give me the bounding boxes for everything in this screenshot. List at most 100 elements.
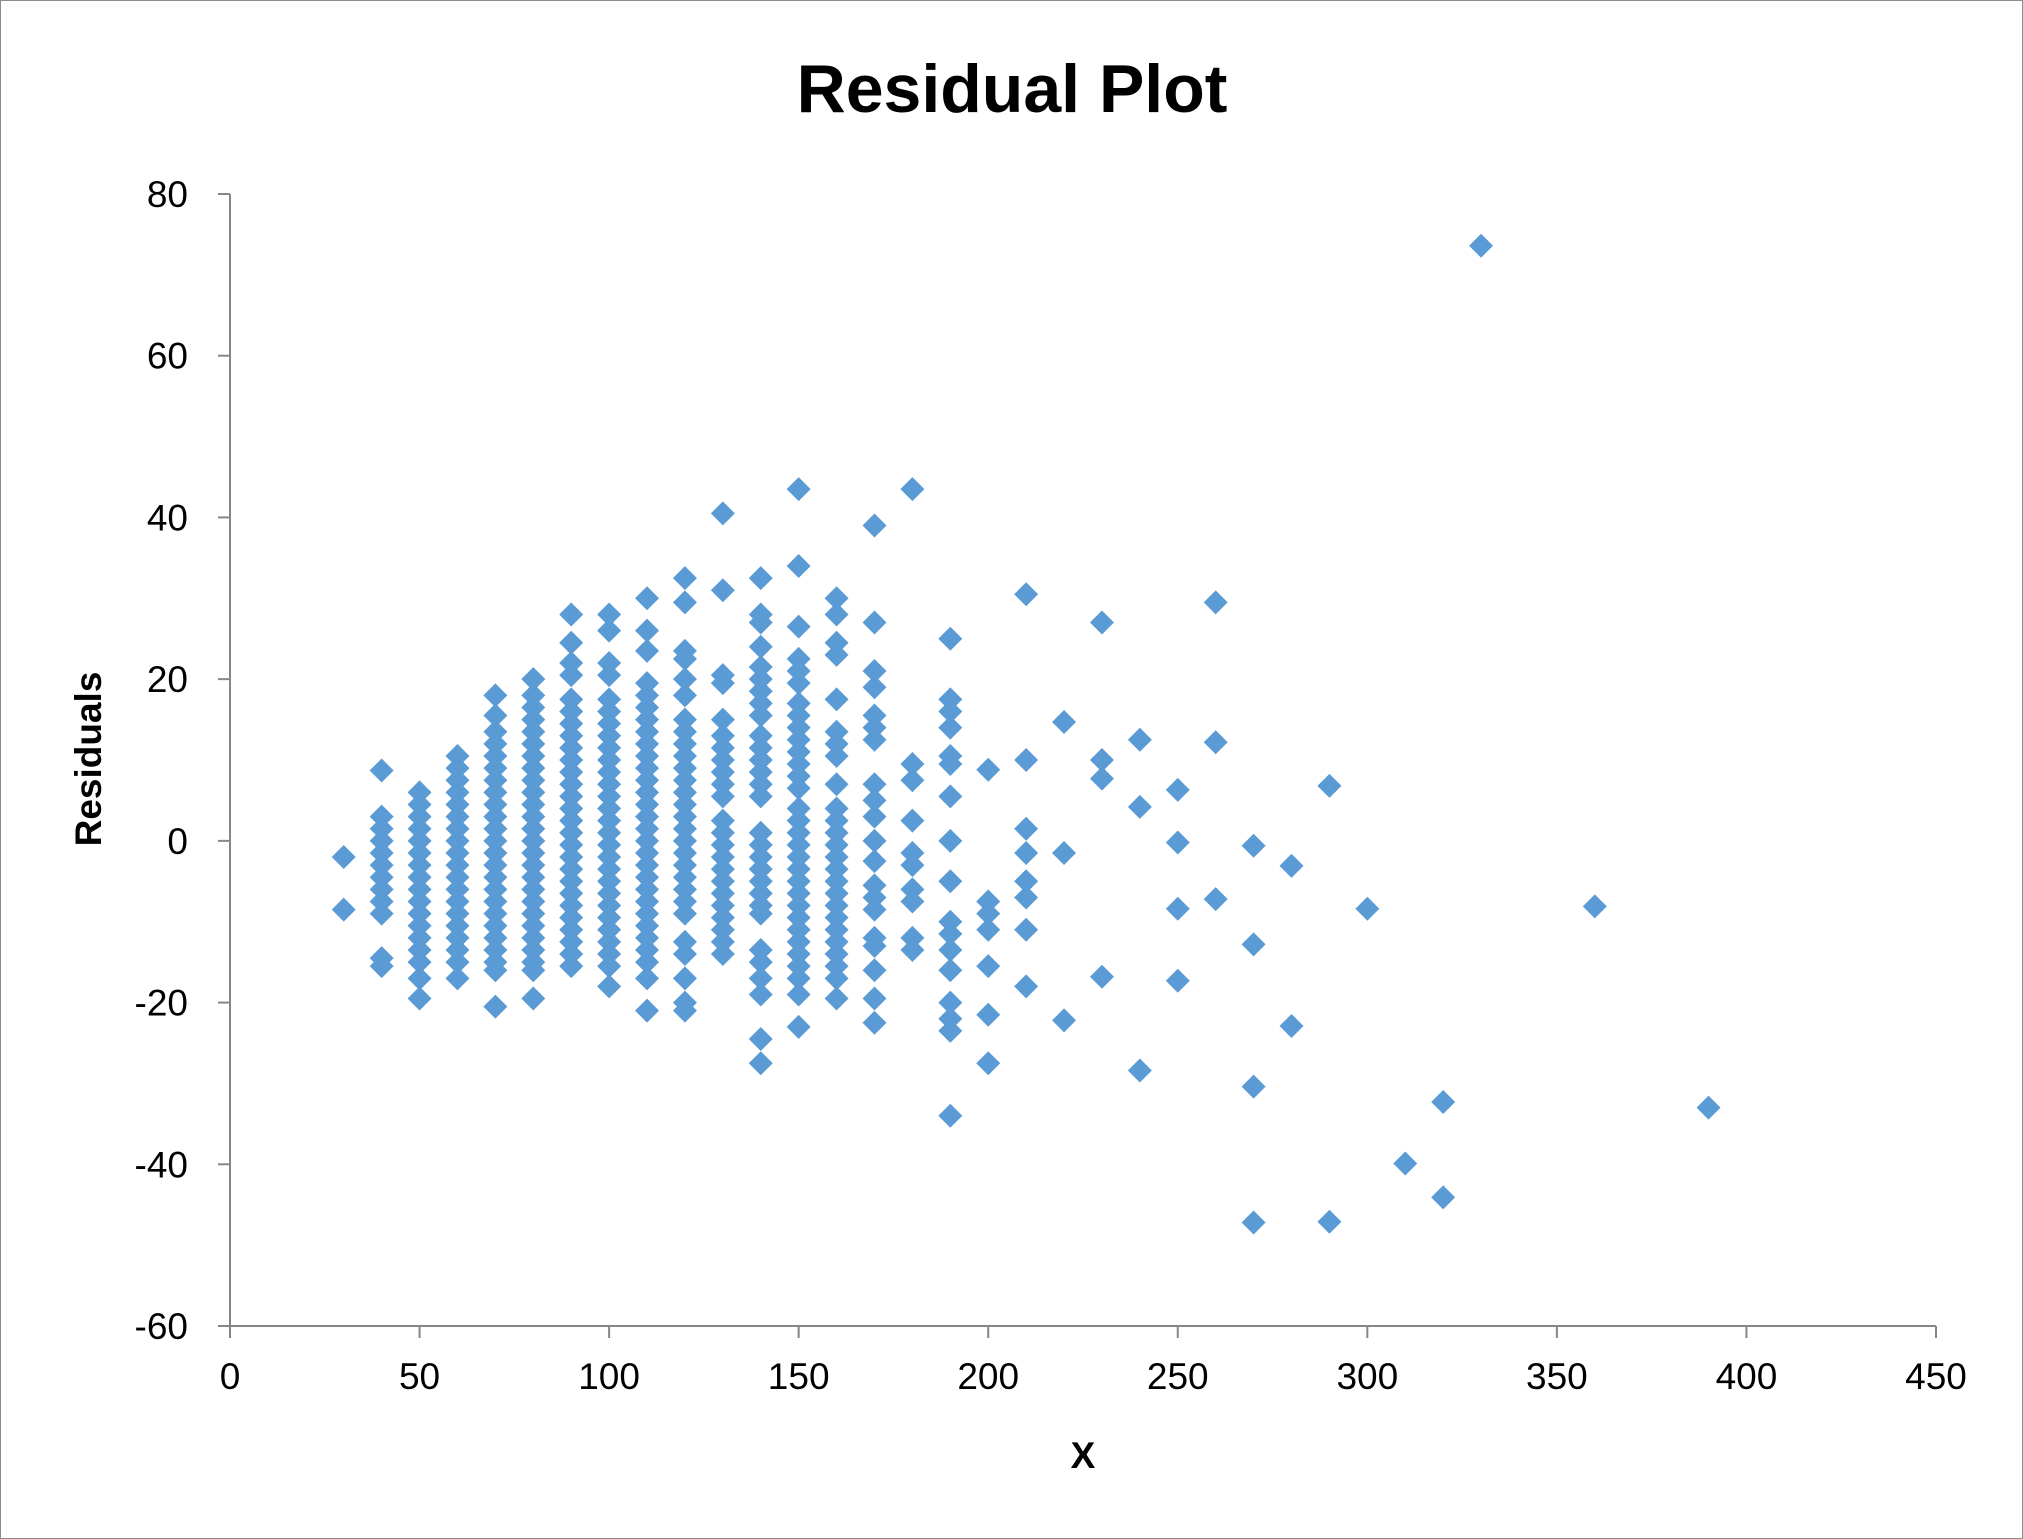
data-point [1052, 840, 1077, 865]
data-point [1014, 840, 1039, 865]
data-point [597, 618, 622, 643]
data-point [369, 828, 394, 853]
data-point [407, 853, 432, 878]
data-point [635, 950, 660, 975]
data-point [445, 938, 470, 963]
data-point [521, 667, 546, 692]
data-point [559, 808, 584, 833]
data-point [938, 752, 963, 777]
data-point [672, 646, 697, 671]
data-point [1431, 1185, 1456, 1210]
data-point [369, 877, 394, 902]
data-point [672, 768, 697, 793]
data-point [862, 610, 887, 635]
data-point [635, 743, 660, 768]
data-point [559, 650, 584, 675]
data-point [597, 748, 622, 772]
data-point [862, 804, 887, 829]
data-point [597, 869, 622, 894]
data-point [369, 758, 394, 783]
data-point [559, 784, 584, 809]
data-point [786, 727, 811, 752]
data-point [1165, 777, 1190, 802]
data-point [748, 691, 773, 716]
data-point [748, 857, 773, 882]
data-point [483, 756, 508, 781]
data-point [369, 954, 394, 979]
data-point [597, 881, 622, 906]
data-point [559, 687, 584, 712]
data-point [672, 865, 697, 890]
data-point [1279, 1014, 1304, 1039]
data-point [786, 752, 811, 777]
chart-title: Residual Plot [797, 51, 1228, 127]
data-point [824, 719, 849, 744]
data-point [710, 893, 735, 918]
data-point [483, 768, 508, 793]
data-point [862, 849, 887, 874]
data-point [672, 901, 697, 926]
data-point [672, 804, 697, 829]
data-point [521, 731, 546, 756]
data-point [786, 869, 811, 894]
data-point [824, 687, 849, 712]
data-point [786, 820, 811, 845]
data-point [824, 917, 849, 942]
data-point [1203, 887, 1228, 912]
data-point [483, 958, 508, 983]
data-point [672, 792, 697, 817]
data-point [786, 776, 811, 801]
data-point [710, 784, 735, 809]
data-point [635, 966, 660, 991]
data-point [748, 820, 773, 845]
data-point [597, 650, 622, 675]
data-point [559, 832, 584, 857]
data-point [369, 889, 394, 914]
data-point [521, 792, 546, 817]
data-point [559, 630, 584, 655]
x-tick-label: 350 [1526, 1356, 1588, 1397]
data-point [900, 925, 925, 950]
data-point [748, 901, 773, 926]
data-point [1014, 816, 1039, 841]
data-point [786, 929, 811, 954]
data-point [597, 929, 622, 954]
y-tick-label: 20 [147, 659, 188, 700]
data-point [369, 901, 394, 926]
data-point [559, 869, 584, 894]
x-tick-label: 100 [578, 1356, 640, 1397]
data-point [407, 780, 432, 805]
data-point [748, 655, 773, 680]
data-point [1279, 853, 1304, 878]
data-point [521, 816, 546, 841]
data-point [483, 840, 508, 865]
data-point [672, 942, 697, 967]
data-point [445, 816, 470, 841]
data-point [938, 1103, 963, 1128]
data-point [483, 804, 508, 829]
data-point [748, 938, 773, 963]
x-tick-label: 150 [768, 1356, 830, 1397]
data-point [407, 925, 432, 950]
data-point [824, 954, 849, 979]
data-point [710, 748, 735, 772]
data-point [521, 707, 546, 732]
data-point [862, 958, 887, 983]
data-point [1696, 1095, 1721, 1120]
data-point [483, 816, 508, 841]
data-point [483, 925, 508, 950]
data-point [521, 695, 546, 720]
data-point [1393, 1151, 1418, 1176]
data-point [710, 501, 735, 526]
data-point [786, 966, 811, 991]
data-point [369, 840, 394, 865]
x-tick-label: 450 [1905, 1356, 1967, 1397]
data-point [672, 828, 697, 853]
data-point [748, 832, 773, 857]
data-point [521, 853, 546, 878]
x-tick-label: 400 [1716, 1356, 1778, 1397]
data-point [559, 845, 584, 870]
data-point [1014, 748, 1039, 772]
data-point [597, 687, 622, 712]
data-point [748, 679, 773, 704]
